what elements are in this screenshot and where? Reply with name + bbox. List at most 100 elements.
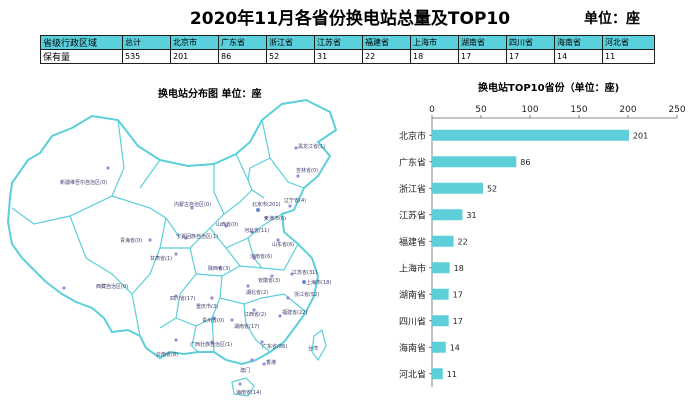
category-label: 四川省 [399,315,426,327]
province-label: 江西省(2) [244,311,266,318]
summary-value-cell: 535 [122,49,171,64]
data-label: 17 [453,290,463,299]
province-label: 香港 [266,359,276,366]
summary-header-cell: 浙江省 [266,35,315,50]
bar [432,129,629,141]
data-label: 22 [458,237,468,246]
bar [432,182,483,194]
category-label: 河北省 [399,368,426,380]
map-title: 换电站分布图 单位：座 [158,89,262,100]
category-label: 广东省 [399,156,426,168]
data-label: 201 [633,131,648,140]
taiwan-island [311,328,327,362]
bar [432,368,443,380]
province-label: 吉林省(0) [296,167,318,174]
province-label: 湖北省(2) [246,289,268,296]
province-label: 四川省(17) [170,295,195,302]
bar [432,209,463,221]
summary-value-row: 保有量 535 201 86 52 31 22 18 17 17 14 11 [40,49,655,64]
summary-header-cell: 江苏省 [314,35,363,50]
province-label: 天津市(6) [264,215,286,222]
summary-value-cell: 201 [170,49,219,64]
province-label: 安徽省(3) [258,277,280,284]
category-label: 海南省 [399,342,426,354]
summary-header-row: 省级行政区域 总计 北京市 广东省 浙江省 江苏省 福建省 上海市 湖南省 四川… [40,35,655,50]
province-labels: 新疆维吾尔自治区(0) 西藏自治区(0) 青海省(0) 甘肃省(1) 内蒙古自治… [60,143,331,396]
summary-header-cell: 北京市 [170,35,219,50]
summary-value-cell: 11 [602,49,655,64]
province-label: 台湾 [308,345,318,352]
summary-header-cell: 总计 [122,35,171,50]
bar [432,315,449,327]
province-label: 海南省(14) [236,389,261,396]
data-label: 17 [453,317,463,326]
x-tick-label: 250 [668,105,685,115]
province-label: 黑龙江省(1) [298,143,325,150]
province-label: 广东省(86) [262,343,287,350]
province-label: 西藏自治区(0) [96,283,128,290]
category-label: 上海市 [399,262,426,274]
province-label: 河南省(6) [250,253,272,260]
summary-value-cell: 31 [314,49,363,64]
top10-bar-chart: 0 50 100 150 200 250 北京市 201 广东省 86 浙江省 52 江苏省 31 福建省 2… [399,105,686,387]
bar [432,288,449,300]
summary-table: 省级行政区域 总计 北京市 广东省 浙江省 江苏省 福建省 上海市 湖南省 四川… [40,35,655,64]
summary-header-cell: 省级行政区域 [40,35,123,50]
bar [432,235,454,247]
province-label: 河北省(11) [244,227,269,234]
province-label: 北京市(201) [252,201,280,208]
province-points [62,146,306,386]
hainan-island [231,377,255,397]
page-title: 2020年11月各省份换电站总量及TOP10 [189,9,511,29]
province-label: 山东省(6) [272,241,294,248]
province-borders [11,119,307,353]
category-label: 湖南省 [399,289,426,301]
category-label: 浙江省 [399,183,426,195]
province-label: 福建省(22) [282,309,307,316]
bar [432,262,450,274]
province-label: 广西壮族自治区(1) [190,341,232,348]
summary-header-cell: 广东省 [218,35,267,50]
x-tick-label: 200 [619,105,636,115]
bar [432,156,517,168]
summary-header-cell: 河北省 [602,35,655,50]
province-label: 上海市(18) [306,279,331,286]
province-label: 宁夏回族自治区(1) [176,233,218,240]
province-label: 新疆维吾尔自治区(0) [60,179,107,186]
province-label: 湖南省(17) [234,323,259,330]
summary-value-cell: 保有量 [40,49,123,64]
province-label: 青海省(0) [120,237,142,244]
province-label: 云南省(8) [156,351,178,358]
summary-value-cell: 86 [218,49,267,64]
summary-header-cell: 四川省 [506,35,555,50]
china-outline [6,98,338,366]
province-label: 山西省(0) [216,221,238,228]
summary-header-cell: 海南省 [554,35,603,50]
x-tick-label: 50 [475,105,487,115]
china-map: 新疆维吾尔自治区(0) 西藏自治区(0) 青海省(0) 甘肃省(1) 内蒙古自治… [6,98,338,397]
data-label: 14 [450,343,460,352]
province-label: 澳门 [240,367,250,374]
province-label: 内蒙古自治区(0) [174,201,211,208]
province-label: 浙江省(52) [294,291,319,298]
data-label: 86 [520,158,530,167]
unit-label: 单位：座 [584,11,640,27]
province-label: 重庆市(3) [196,303,218,310]
data-label: 11 [447,370,457,379]
province-label: 江苏省(31) [292,269,317,276]
province-label: 陕西省(3) [208,265,230,272]
data-label: 31 [466,211,476,220]
province-label: 辽宁省(4) [284,197,306,204]
summary-header-cell: 福建省 [362,35,411,50]
x-tick-label: 0 [429,105,435,115]
province-label: 甘肃省(1) [150,255,172,262]
summary-value-cell: 14 [554,49,603,64]
summary-value-cell: 22 [362,49,411,64]
summary-header-cell: 上海市 [410,35,459,50]
summary-value-cell: 17 [458,49,507,64]
summary-value-cell: 52 [266,49,315,64]
category-label: 福建省 [399,236,426,248]
category-label: 江苏省 [399,209,426,221]
summary-value-cell: 18 [410,49,459,64]
bar [432,341,446,353]
